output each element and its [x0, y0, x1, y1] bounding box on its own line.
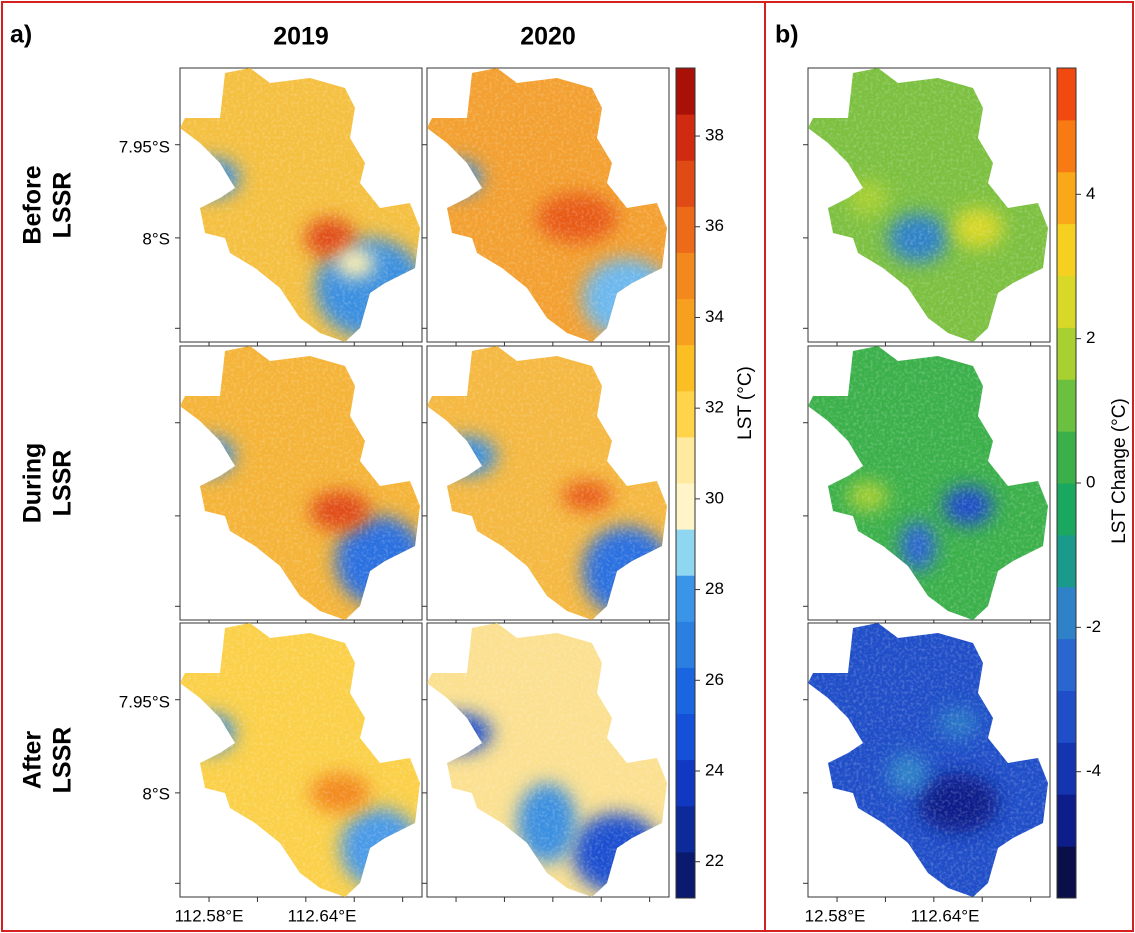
- y-tick-label: 8°S: [142, 229, 170, 248]
- colorbar-band: [1057, 379, 1076, 432]
- x-tick-label: 112.58°E: [175, 906, 244, 925]
- panel-b-border: [764, 1, 1134, 932]
- x-tick-label: 112.64°E: [288, 906, 357, 925]
- colorbar-band: [676, 483, 695, 530]
- colorbar-tick-label: -2: [1086, 617, 1101, 636]
- colorbar-band: [676, 344, 695, 392]
- colorbar-band: [676, 851, 695, 899]
- colorbar-tick-label: 0: [1086, 472, 1095, 491]
- colorbar-band: [676, 575, 695, 622]
- x-tick-label: 112.64°E: [911, 906, 980, 925]
- row-label: After: [19, 731, 47, 790]
- column-header: 2019: [273, 23, 329, 51]
- x-tick-label: 12.58°E: [805, 906, 866, 925]
- panel-label: b): [775, 21, 799, 49]
- panel-label: a): [10, 21, 32, 49]
- colorbar-band: [676, 759, 695, 807]
- row-label: Before: [19, 165, 47, 244]
- colorbar-band: [676, 436, 695, 484]
- colorbar-tick-label: 24: [705, 760, 724, 779]
- colorbar-label: LST (°C): [735, 366, 756, 440]
- colorbar-tick-label: 22: [705, 851, 724, 870]
- colorbar-band: [1057, 483, 1076, 536]
- colorbar-frame: [675, 67, 696, 899]
- colorbar-band: [1057, 68, 1076, 121]
- colorbar-band: [1057, 690, 1076, 743]
- colorbar-band: [676, 621, 695, 668]
- colorbar-tick-label: 34: [705, 307, 724, 326]
- colorbar-tick-label: 36: [705, 216, 724, 235]
- colorbar-band: [676, 252, 695, 300]
- colorbar-tick-label: 30: [705, 488, 724, 507]
- colorbar-band: [676, 529, 695, 576]
- colorbar-band: [1057, 534, 1076, 588]
- colorbar-band: [676, 805, 695, 853]
- colorbar-tick-label: 26: [705, 670, 724, 689]
- colorbar-band: [676, 206, 695, 253]
- row-label: LSSR: [49, 727, 77, 794]
- colorbar-band: [1057, 846, 1076, 899]
- colorbar-tick-label: 28: [705, 579, 724, 598]
- colorbar-band: [1057, 327, 1076, 380]
- colorbar-band: [676, 160, 695, 207]
- colorbar-band: [676, 713, 695, 761]
- colorbar-tick-label: -4: [1086, 761, 1101, 780]
- colorbar-band: [1057, 275, 1076, 328]
- y-tick-label: 7.95°S: [119, 692, 170, 711]
- colorbar-band: [676, 667, 695, 715]
- colorbar-band: [1057, 171, 1076, 225]
- colorbar-band: [1057, 119, 1076, 173]
- colorbar-tick-label: 4: [1086, 184, 1095, 203]
- y-tick-label: 8°S: [142, 784, 170, 803]
- y-tick-label: 7.95°S: [119, 137, 170, 156]
- colorbar-band: [1057, 794, 1076, 847]
- colorbar-band: [1057, 742, 1076, 795]
- row-label: LSSR: [49, 172, 77, 239]
- colorbar-tick-label: 38: [705, 126, 724, 145]
- colorbar-band: [676, 390, 695, 438]
- colorbar-band: [1057, 586, 1076, 640]
- colorbar-band: [676, 68, 695, 115]
- colorbar-band: [676, 298, 695, 346]
- colorbar-band: [1057, 638, 1076, 691]
- row-label: During: [19, 443, 47, 524]
- colorbar-label: LST Change (°C): [1109, 398, 1130, 544]
- colorbar-tick-label: 2: [1086, 328, 1095, 347]
- colorbar-band: [676, 114, 695, 161]
- colorbar-band: [1057, 223, 1076, 276]
- row-label: LSSR: [49, 450, 77, 517]
- colorbar-band: [1057, 431, 1076, 484]
- colorbar-tick-label: 32: [705, 398, 724, 417]
- column-header: 2020: [520, 23, 576, 51]
